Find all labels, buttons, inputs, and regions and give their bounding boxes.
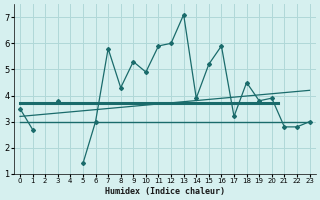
X-axis label: Humidex (Indice chaleur): Humidex (Indice chaleur) — [105, 187, 225, 196]
